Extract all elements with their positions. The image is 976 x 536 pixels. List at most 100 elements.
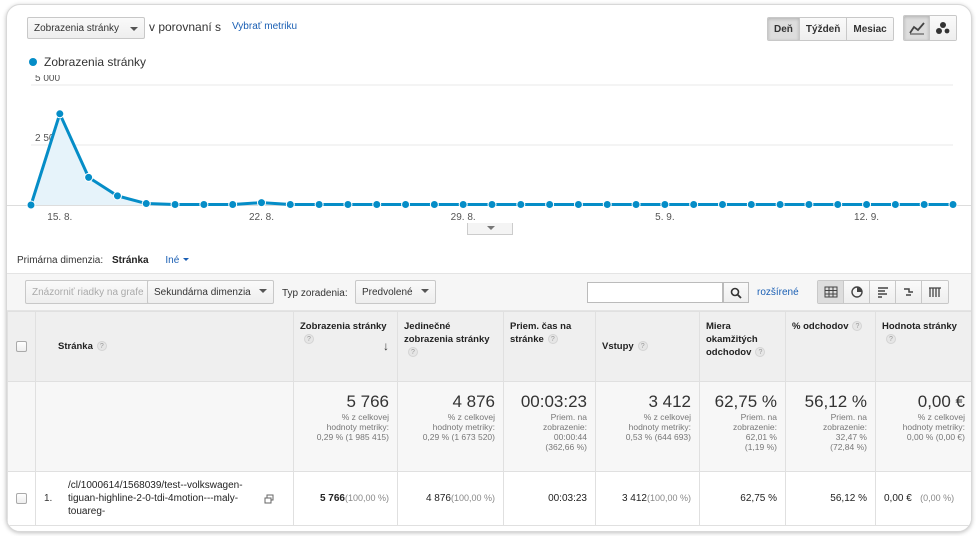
summary-note: hodnoty metriky:	[902, 422, 965, 432]
table-row: 1. /cl/1000614/1568039/test--volkswagen-…	[7, 471, 971, 526]
summary-note: 32,47 %	[835, 432, 867, 442]
choose-metric-link[interactable]: Vybrať metriku	[232, 21, 298, 32]
data-point	[718, 200, 727, 210]
data-point	[141, 199, 151, 209]
secondary-dimension-dropdown[interactable]: Sekundárna dimenzia	[147, 280, 274, 304]
column-exit-rate[interactable]: % odchodov?	[785, 311, 876, 382]
metric-dropdown-label: Zobrazenia stránky	[34, 23, 120, 34]
column-bounce-rate[interactable]: Miera okamžitých odchodov?	[699, 311, 786, 382]
column-page-value[interactable]: Hodnota stránky?	[875, 311, 971, 382]
plot-rows-button[interactable]: Znázorniť riadky na grafe	[25, 280, 151, 304]
data-point	[458, 200, 468, 210]
summary-note: Priem. na	[830, 412, 867, 422]
comparison-view-icon[interactable]	[896, 281, 922, 303]
period-day-button[interactable]: Deň	[768, 18, 800, 40]
x-tick-label: 15. 8.	[47, 212, 72, 223]
pie-view-icon[interactable]	[844, 281, 870, 303]
open-page-icon[interactable]	[264, 494, 274, 504]
summary-note: hodnoty metriky:	[628, 422, 691, 432]
x-tick-label: 22. 8.	[249, 212, 274, 223]
chevron-down-icon	[258, 289, 267, 293]
sort-type-dropdown[interactable]: Predvolené	[355, 280, 436, 304]
data-point	[948, 200, 958, 210]
table-search-input[interactable]	[587, 282, 723, 303]
column-value-label: Hodnota stránky	[882, 321, 957, 332]
summary-value: 4 876	[452, 392, 495, 411]
summary-value: 0,00 €	[917, 392, 965, 411]
summary-note: % z celkovej	[447, 412, 495, 422]
column-pageviews[interactable]: Zobrazenia stránky? ↓	[293, 311, 398, 382]
column-page[interactable]: Stránka?	[35, 311, 294, 382]
row-entrances: 3 412	[621, 493, 647, 504]
summary-note: 00:00:44	[553, 432, 587, 442]
page-path-link[interactable]: /cl/1000614/1568039/test--volkswagen-tig…	[68, 480, 243, 517]
data-point	[689, 200, 699, 210]
summary-note: hodnoty metriky:	[432, 422, 495, 432]
data-point	[372, 200, 382, 210]
summary-note: zobrazenie:	[823, 422, 867, 432]
help-icon[interactable]: ?	[304, 334, 314, 345]
chart-legend: Zobrazenia stránky	[29, 55, 146, 69]
help-icon[interactable]: ?	[637, 341, 648, 352]
data-point	[170, 200, 180, 210]
summary-pageviews: 5 766 % z celkovej hodnoty metriky: 0,29…	[293, 381, 398, 472]
help-icon[interactable]: ?	[755, 347, 766, 358]
summary-avg-time: 00:03:23 Priem. na zobrazenie: 00:00:44 …	[503, 381, 596, 472]
summary-row: 5 766 % z celkovej hodnoty metriky: 0,29…	[7, 381, 971, 472]
search-button[interactable]	[723, 282, 749, 303]
summary-note: Priem. na	[740, 412, 777, 422]
row-pageviews-pct: (100,00 %)	[344, 493, 389, 503]
series-area	[31, 113, 953, 205]
pivot-view-icon[interactable]	[922, 281, 948, 303]
row-checkbox[interactable]	[16, 493, 27, 504]
help-icon[interactable]: ?	[96, 341, 107, 352]
secondary-dimension-label: Sekundárna dimenzia	[154, 287, 251, 298]
summary-bounce: 62,75 % Priem. na zobrazenie: 62,01 % (1…	[699, 381, 786, 472]
data-table: Stránka? Zobrazenia stránky? ↓ Jedinečné …	[7, 311, 971, 526]
table-view-icon[interactable]	[818, 281, 844, 303]
column-pageviews-label: Zobrazenia stránky	[300, 321, 387, 332]
select-all-checkbox[interactable]	[16, 341, 27, 352]
row-unique: 4 876	[425, 493, 451, 504]
data-point	[26, 200, 36, 210]
summary-unique: 4 876 % z celkovej hodnoty metriky: 0,29…	[397, 381, 504, 472]
summary-note: (1,19 %)	[744, 442, 777, 452]
help-icon[interactable]: ?	[547, 334, 558, 345]
dimension-other-dropdown[interactable]: Iné	[165, 255, 189, 266]
help-icon[interactable]: ?	[852, 321, 863, 332]
dimension-page[interactable]: Stránka	[111, 255, 149, 266]
collapse-chart-handle[interactable]	[467, 223, 513, 235]
period-month-button[interactable]: Mesiac	[847, 18, 893, 40]
help-icon[interactable]: ?	[886, 334, 896, 345]
y-tick-label: 5 000	[35, 75, 60, 84]
column-avg-time[interactable]: Priem. čas na stránke?	[503, 311, 596, 382]
column-unique-pageviews[interactable]: Jedinečné zobrazenia stránky?	[397, 311, 504, 382]
column-exit-label: % odchodov	[792, 321, 849, 332]
summary-value: 5 766	[346, 392, 389, 411]
data-point	[516, 200, 526, 210]
chevron-down-icon	[130, 27, 138, 31]
column-entrances[interactable]: Vstupy?	[595, 311, 700, 382]
legend-label: Zobrazenia stránky	[44, 55, 147, 69]
x-tick-label: 12. 9.	[854, 212, 879, 223]
sort-type-label: Typ zoradenia:	[282, 288, 348, 299]
advanced-filter-link[interactable]: rozšírené	[757, 287, 799, 298]
data-point	[775, 200, 785, 210]
performance-view-icon[interactable]	[870, 281, 896, 303]
data-point	[199, 200, 209, 210]
x-tick-label: 29. 8.	[451, 212, 476, 223]
metric-dropdown[interactable]: Zobrazenia stránky	[27, 17, 145, 39]
summary-note: zobrazenie:	[543, 422, 587, 432]
data-point	[833, 200, 843, 210]
summary-note: 0,53 % (644 693)	[625, 432, 691, 442]
summary-value: 56,12 %	[804, 392, 867, 411]
data-point	[631, 200, 641, 210]
line-chart-icon[interactable]	[904, 16, 930, 40]
help-icon[interactable]: ?	[408, 347, 418, 358]
motion-chart-icon[interactable]	[930, 16, 956, 40]
summary-value: 0,00 € % z celkovej hodnoty metriky: 0,0…	[875, 381, 971, 472]
sort-type-value: Predvolené	[362, 287, 413, 298]
period-week-button[interactable]: Týždeň	[799, 18, 848, 40]
summary-note: Priem. na	[550, 412, 587, 422]
series-line	[29, 109, 953, 207]
